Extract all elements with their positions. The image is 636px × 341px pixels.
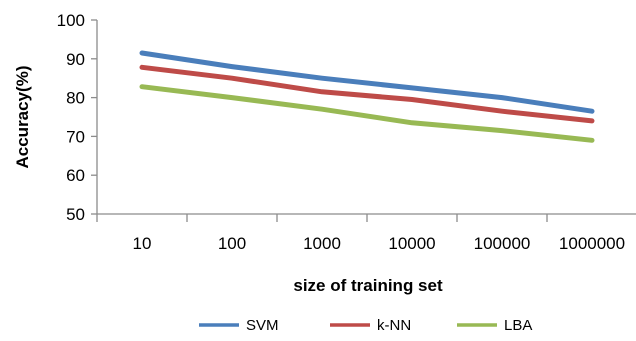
data-point-svm — [230, 64, 234, 69]
legend-label: k-NN — [377, 317, 411, 334]
series-line-lba — [139, 84, 595, 143]
x-tick-label: 10 — [133, 234, 152, 253]
legend-label: LBA — [504, 317, 532, 334]
data-point-lba — [410, 120, 414, 125]
y-tick-label: 50 — [66, 205, 85, 224]
legend-label: SVM — [246, 317, 279, 334]
data-point-lba — [320, 107, 324, 112]
data-point-lba — [230, 95, 234, 100]
y-tick-label: 60 — [66, 166, 85, 185]
data-point-k-nn — [320, 89, 324, 94]
series-line-svm — [139, 50, 595, 114]
x-tick-label: 100000 — [474, 234, 531, 253]
x-axis-label: size of training set — [293, 276, 443, 295]
data-point-k-nn — [590, 118, 594, 123]
y-tick-label: 90 — [66, 50, 85, 69]
y-axis-label: Accuracy(%) — [13, 66, 32, 169]
data-point-svm — [140, 50, 144, 55]
data-point-lba — [140, 84, 144, 89]
y-tick-label: 70 — [66, 127, 85, 146]
data-point-k-nn — [410, 97, 414, 102]
x-tick-label: 10000 — [388, 234, 435, 253]
legend: SVM k-NN LBA — [199, 317, 532, 334]
y-axis: 50 60 70 80 90 100 — [57, 11, 98, 224]
plot-area — [139, 50, 595, 143]
x-tick-label: 1000 — [303, 234, 341, 253]
series-line-k-nn — [139, 64, 595, 124]
data-point-k-nn — [230, 76, 234, 81]
x-tick-label: 1000000 — [559, 234, 625, 253]
x-axis: 10 100 1000 10000 100000 1000000 — [96, 213, 636, 253]
data-point-k-nn — [140, 65, 144, 70]
data-point-lba — [590, 138, 594, 143]
data-point-svm — [320, 76, 324, 81]
y-tick-label: 80 — [66, 89, 85, 108]
x-tick-label: 100 — [218, 234, 246, 253]
data-point-svm — [590, 109, 594, 114]
data-point-svm — [410, 85, 414, 90]
data-point-svm — [500, 95, 504, 100]
data-point-lba — [500, 128, 504, 133]
data-point-k-nn — [500, 109, 504, 114]
y-tick-label: 100 — [57, 11, 85, 30]
